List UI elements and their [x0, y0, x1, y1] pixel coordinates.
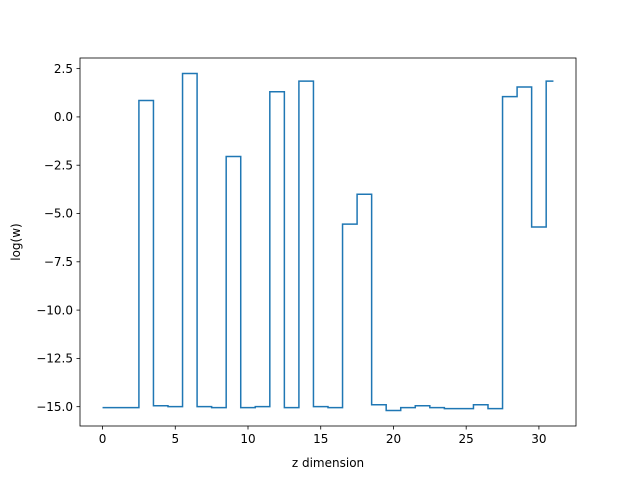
x-tick-label: 30 [531, 432, 546, 446]
x-tick-label: 5 [171, 432, 179, 446]
x-tick-label: 15 [313, 432, 328, 446]
y-tick-label: −5.0 [44, 207, 73, 221]
y-tick-label: −7.5 [44, 255, 73, 269]
y-tick-label: −10.0 [36, 303, 73, 317]
series-step-line [102, 72, 554, 412]
x-tick-label: 10 [240, 432, 255, 446]
y-axis-ticks: 2.5 0.0 −2.5 −5.0 −7.5 −10.0 −12.5 −15.0 [36, 62, 80, 414]
plot-area [79, 57, 577, 427]
y-tick-label: 0.0 [54, 110, 73, 124]
x-tick-label: 0 [99, 432, 107, 446]
x-axis-label: z dimension [292, 456, 364, 470]
y-tick-label: −12.5 [36, 352, 73, 366]
x-axis-ticks: 0 5 10 15 20 25 30 [99, 426, 547, 446]
x-tick-label: 20 [386, 432, 401, 446]
y-axis-label: log(w) [9, 223, 23, 260]
axes-frame [79, 57, 577, 427]
x-tick-label: 25 [459, 432, 474, 446]
y-tick-label: −15.0 [36, 400, 73, 414]
y-tick-label: 2.5 [54, 62, 73, 76]
y-tick-label: −2.5 [44, 158, 73, 172]
